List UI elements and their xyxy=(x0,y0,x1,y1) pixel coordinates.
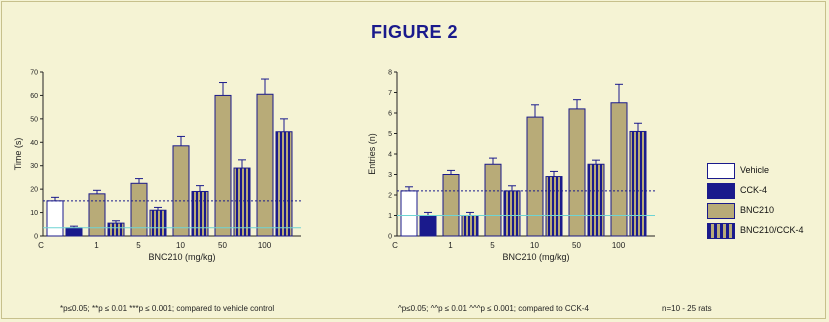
bar-bnc210-cck-4-10 xyxy=(545,176,563,237)
y-tick-label: 2 xyxy=(388,193,392,200)
y-tick-label: 60 xyxy=(30,93,38,100)
x-axis-label: BNC210 (mg/kg) xyxy=(502,252,569,262)
y-tick-label: 7 xyxy=(388,90,392,97)
bar-cck-4-C xyxy=(65,227,83,237)
legend-swatch-bnc210 xyxy=(707,203,735,219)
x-tick-label: C xyxy=(392,241,398,250)
bar-cck-4-C xyxy=(419,215,437,237)
bar-bnc210-1 xyxy=(88,193,106,237)
y-tick-label: 6 xyxy=(388,111,392,118)
y-tick-label: 4 xyxy=(388,152,392,159)
x-axis-label: BNC210 (mg/kg) xyxy=(148,252,215,262)
x-tick-label: 100 xyxy=(258,241,272,250)
bar-bnc210-cck-4-100 xyxy=(629,130,647,237)
legend-label: BNC210/CCK-4 xyxy=(740,225,804,235)
legend-label: CCK-4 xyxy=(740,185,768,195)
x-tick-label: 10 xyxy=(176,241,185,250)
bar-bnc210-cck-4-50 xyxy=(587,163,605,237)
x-tick-label: 5 xyxy=(136,241,141,250)
y-axis-label: Time (s) xyxy=(13,138,23,171)
figure-title: FIGURE 2 xyxy=(370,22,458,42)
bar-vehicle-C xyxy=(46,200,64,237)
bar-bnc210-cck-4-5 xyxy=(149,209,167,237)
y-tick-label: 10 xyxy=(30,210,38,217)
bar-bnc210-100 xyxy=(256,93,274,237)
legend-label: BNC210 xyxy=(740,205,775,215)
bar-vehicle-C xyxy=(400,190,418,237)
bar-bnc210-cck-4-10 xyxy=(191,190,209,237)
y-tick-label: 3 xyxy=(388,172,392,179)
bar-bnc210-50 xyxy=(214,94,232,237)
x-tick-label: 5 xyxy=(490,241,495,250)
legend-label: Vehicle xyxy=(740,165,770,175)
x-tick-label: 100 xyxy=(612,241,626,250)
x-tick-label: 1 xyxy=(448,241,453,250)
bar-bnc210-cck-4-5 xyxy=(503,190,521,237)
y-tick-label: 0 xyxy=(34,234,38,241)
y-tick-label: 1 xyxy=(388,213,392,220)
bar-bnc210-10 xyxy=(526,116,544,237)
y-tick-label: 0 xyxy=(388,234,392,241)
bar-bnc210-cck-4-100 xyxy=(275,131,293,237)
y-tick-label: 70 xyxy=(30,70,38,77)
y-tick-label: 5 xyxy=(388,131,392,138)
bar-bnc210-50 xyxy=(568,108,586,237)
footnote-cck4: ^p≤0.05; ^^p ≤ 0.01 ^^^p ≤ 0.001; compar… xyxy=(398,304,589,313)
footnote-vehicle: *p≤0.05; **p ≤ 0.01 ***p ≤ 0.001; compar… xyxy=(60,304,275,313)
bar-bnc210-cck-4-1 xyxy=(107,222,125,237)
x-tick-label: 10 xyxy=(530,241,539,250)
y-axis-label: Entries (n) xyxy=(367,133,377,175)
x-tick-label: 50 xyxy=(218,241,227,250)
footnote-n: n=10 - 25 rats xyxy=(662,304,712,313)
x-tick-label: 50 xyxy=(572,241,581,250)
y-tick-label: 8 xyxy=(388,70,392,77)
y-tick-label: 40 xyxy=(30,140,38,147)
bar-bnc210-cck-4-50 xyxy=(233,167,251,237)
bar-bnc210-cck-4-1 xyxy=(461,215,479,237)
time-chart: 0 10 20 30 40 50 60 70 Time (s) BNC210 (mg/kg) C 1 5… xyxy=(13,70,301,262)
legend-swatch-vehicle xyxy=(707,163,735,179)
y-tick-label: 20 xyxy=(30,187,38,194)
x-tick-label: C xyxy=(38,241,44,250)
legend-swatch-combo xyxy=(707,223,735,239)
bar-bnc210-5 xyxy=(130,182,148,237)
bar-bnc210-1 xyxy=(442,174,460,237)
bar-bnc210-10 xyxy=(172,145,190,237)
bar-bnc210-100 xyxy=(610,102,628,237)
x-tick-label: 1 xyxy=(94,241,99,250)
bar-bnc210-5 xyxy=(484,163,502,237)
legend-swatch-cck4 xyxy=(707,183,735,199)
y-tick-label: 50 xyxy=(30,116,38,123)
y-tick-label: 30 xyxy=(30,163,38,170)
